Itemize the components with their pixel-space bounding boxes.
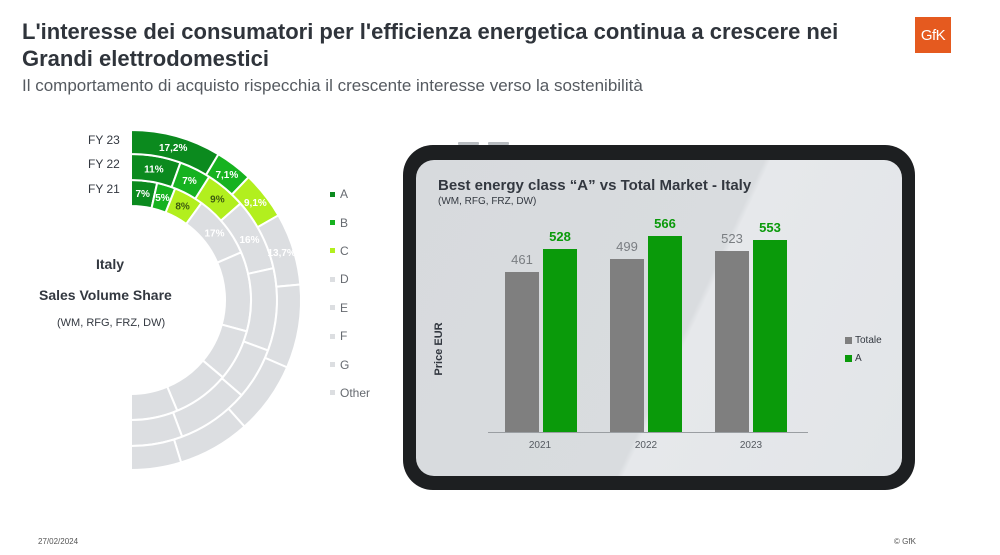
bar-value-label: 499: [616, 238, 638, 254]
bar-a-2023: [753, 240, 787, 432]
legend-swatch: [845, 354, 852, 362]
donut-segment-label: 13,7%: [267, 248, 295, 259]
donut-center-note: (WM, RFG, FRZ, DW): [57, 317, 166, 329]
legend-swatch: [330, 362, 335, 368]
legend-item-g: G: [330, 350, 370, 378]
footer-date: 27/02/2024: [38, 537, 79, 546]
legend-item-c: C: [330, 237, 370, 265]
bar-value-label: 553: [759, 220, 781, 236]
x-tick-label: 2021: [528, 440, 552, 451]
x-axis-line: [488, 432, 808, 433]
legend-item-f: F: [330, 322, 370, 350]
legend-item-a: A: [845, 349, 882, 367]
legend-label: Other: [340, 385, 371, 400]
legend-swatch: [330, 305, 335, 311]
legend-label: A: [855, 352, 862, 364]
bar-a-2022: [648, 235, 682, 432]
bar-totale-2021: [505, 272, 539, 432]
donut-segment-fy23-other: [130, 438, 183, 472]
donut-center-title: Italy: [96, 256, 125, 272]
y-axis-label: Price EUR: [433, 322, 445, 376]
donut-segment-label: 16%: [239, 235, 259, 246]
legend-swatch: [845, 336, 852, 344]
legend-label: C: [340, 243, 349, 258]
ring-label-fy21: FY 21: [88, 182, 120, 196]
legend-swatch: [330, 220, 335, 226]
legend-item-d: D: [330, 265, 370, 293]
bar-chart-legend: Totale A: [845, 331, 882, 367]
bar-a-2021: [543, 248, 577, 432]
legend-item-b: B: [330, 208, 370, 236]
donut-segment-label: 9%: [210, 194, 225, 205]
bar-value-label: 461: [511, 252, 533, 268]
legend-item-e: E: [330, 294, 370, 322]
donut-segment-label: 17,2%: [159, 143, 187, 154]
legend-item-other: Other: [330, 379, 370, 407]
bar-value-label: 566: [654, 215, 676, 231]
footer-copyright: © GfK: [894, 537, 916, 546]
tablet-button: [458, 142, 479, 145]
legend-swatch: [330, 390, 335, 396]
bar-totale-2022: [610, 258, 644, 432]
legend-label: F: [340, 329, 348, 344]
page-title: L'interesse dei consumatori per l'effici…: [22, 19, 839, 71]
donut-segment-label: 7,1%: [215, 170, 238, 181]
bar-chart-title: Best energy class “A” vs Total Market - …: [438, 177, 752, 194]
tablet-button: [488, 142, 509, 145]
donut-segment-label: 11%: [144, 164, 164, 175]
bar-totale-2023: [715, 250, 749, 432]
bar-value-label: 523: [721, 230, 743, 246]
donut-segment-label: 9,1%: [244, 198, 267, 209]
legend-label: D: [340, 272, 349, 287]
sales-volume-share-donut: 7% 5% 8% 17% 11% 7% 9% 16% 17,2% 7,1% 9,1% 13,7%: [130, 128, 302, 472]
legend-label: Totale: [855, 334, 882, 346]
legend-item-totale: Totale: [845, 331, 882, 349]
bar-value-label: 528: [549, 228, 571, 244]
donut-segment-label: 7%: [136, 189, 151, 200]
legend-label: B: [340, 215, 349, 230]
ring-label-fy23: FY 23: [88, 133, 120, 147]
legend-swatch: [330, 333, 335, 339]
donut-segment-label: 7%: [182, 176, 197, 187]
legend-swatch: [330, 248, 335, 254]
x-tick-label: 2023: [739, 440, 763, 451]
legend-item-a: A: [330, 180, 370, 208]
gfk-logo: GfK: [915, 17, 951, 53]
donut-center-subtitle: Sales Volume Share: [39, 287, 172, 303]
legend-label: G: [340, 357, 350, 372]
ring-label-fy22: FY 22: [88, 157, 120, 171]
bar-chart-subtitle: (WM, RFG, FRZ, DW): [438, 196, 537, 207]
legend-label: E: [340, 300, 349, 315]
legend-label: A: [340, 187, 349, 202]
legend-swatch: [330, 191, 335, 197]
donut-legend: A B C D E F G Other: [330, 180, 370, 407]
page-subtitle: Il comportamento di acquisto rispecchia …: [22, 76, 643, 95]
donut-segment-label: 8%: [175, 202, 190, 213]
legend-swatch: [330, 276, 335, 282]
donut-segment-label: 17%: [204, 229, 224, 240]
x-tick-label: 2022: [634, 440, 658, 451]
donut-segment-label: 5%: [155, 193, 170, 204]
